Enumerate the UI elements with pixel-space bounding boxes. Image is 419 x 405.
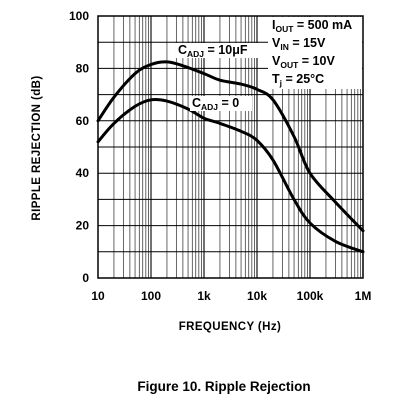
tick-labels: 10 100 1k 10k 100k 1M 0 20 40 60 80 100: [69, 9, 371, 303]
condition-label: IOUT = 500 mA: [272, 18, 352, 34]
y-tick-label: 60: [76, 114, 90, 128]
y-tick-label: 40: [76, 166, 90, 180]
plot-frame: [97, 15, 364, 279]
series-label-backdrop: [190, 96, 252, 111]
x-tick-label: 10k: [247, 289, 267, 303]
series-lines: [96, 60, 365, 254]
x-tick-label: 1k: [197, 289, 211, 303]
x-tick-label: 1M: [355, 289, 372, 303]
y-tick-label: 100: [69, 9, 89, 23]
grid-lines: [98, 16, 363, 278]
annotations: IOUT = 500 mA VIN = 15V VOUT = 10V Tj = 25°…: [176, 17, 362, 112]
condition-label: VIN = 15V: [272, 36, 326, 52]
condition-label: VOUT = 10V: [272, 54, 335, 70]
series-label-cadj-10uf: CADJ = 10μF: [178, 43, 248, 59]
series-label-cadj-0: CADJ = 0: [192, 96, 239, 112]
conditions-backdrop: [268, 17, 362, 89]
y-axis-title: RIPPLE REJECTION (dB): [31, 75, 43, 220]
x-tick-label: 10: [91, 289, 105, 303]
condition-label: Tj = 25°C: [272, 72, 324, 88]
y-tick-label: 80: [76, 61, 90, 75]
figure-caption: Figure 10. Ripple Rejection: [137, 379, 310, 394]
series-cadj-10uf-line: [96, 60, 365, 233]
series-label-backdrop: [176, 43, 260, 58]
y-tick-label: 20: [76, 219, 90, 233]
x-tick-label: 100: [141, 289, 161, 303]
series-cadj-0-line: [96, 97, 365, 254]
y-tick-label: 0: [82, 271, 89, 285]
x-axis-title: FREQUENCY (Hz): [179, 321, 282, 333]
x-tick-label: 100k: [297, 289, 324, 303]
